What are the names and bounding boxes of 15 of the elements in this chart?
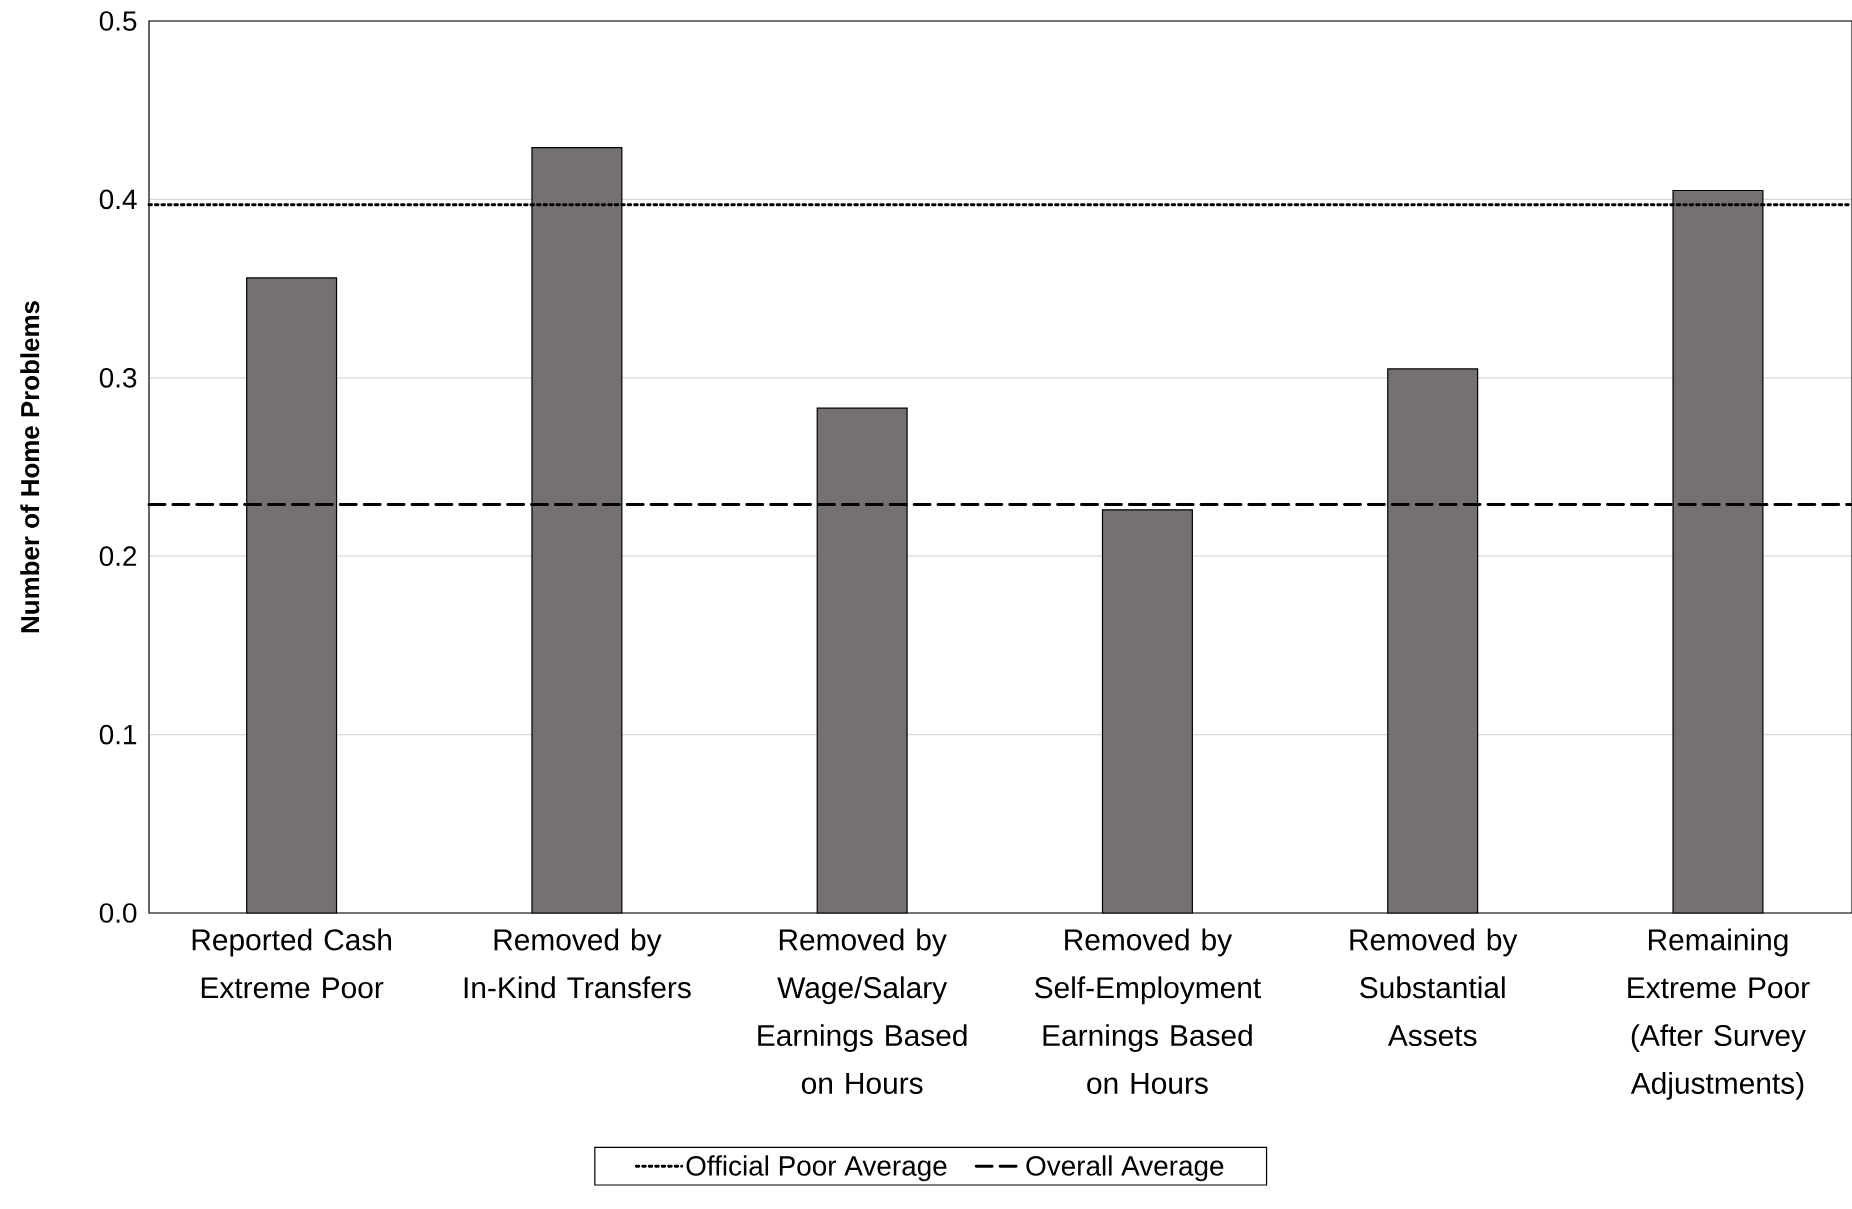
y-tick-label: 0.3 [99,367,137,388]
y-tick-label: 0.0 [99,903,137,923]
legend-label: Overall Average [1026,1155,1224,1182]
legend-label: Official Poor Average [686,1155,947,1182]
y-tick-label: 0.5 [99,11,137,31]
y-tick-label: 0.1 [99,724,137,745]
y-tick-label: 0.2 [99,546,137,567]
x-tick-label: Removed by Substantial Assets [1350,928,1518,1047]
y-axis-title: Number of Home Problems [20,301,40,633]
x-tick-label: Reported Cash Extreme Poor [192,928,391,999]
x-tick-label: Removed by Self-Employment Earnings Based on Hours [1035,928,1261,1094]
x-tick-label: Removed by Wage/Salary Earnings Based on Hours [758,928,967,1094]
x-tick-label: Removed by In-Kind Transfers [464,928,691,999]
y-tick-label: 0.4 [99,189,137,210]
x-tick-label: Remaining Extreme Poor (After Survey Adjustments) [1628,928,1810,1100]
